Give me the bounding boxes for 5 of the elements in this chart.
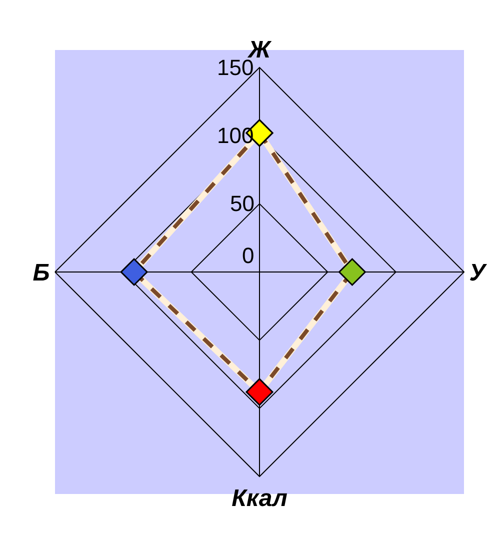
spoke-label: Б xyxy=(32,259,50,286)
y-tick-label: 0 xyxy=(242,243,254,268)
spoke-label: У xyxy=(469,259,488,286)
y-tick-label: 50 xyxy=(230,191,254,216)
spoke-label: Ккал xyxy=(232,484,288,512)
